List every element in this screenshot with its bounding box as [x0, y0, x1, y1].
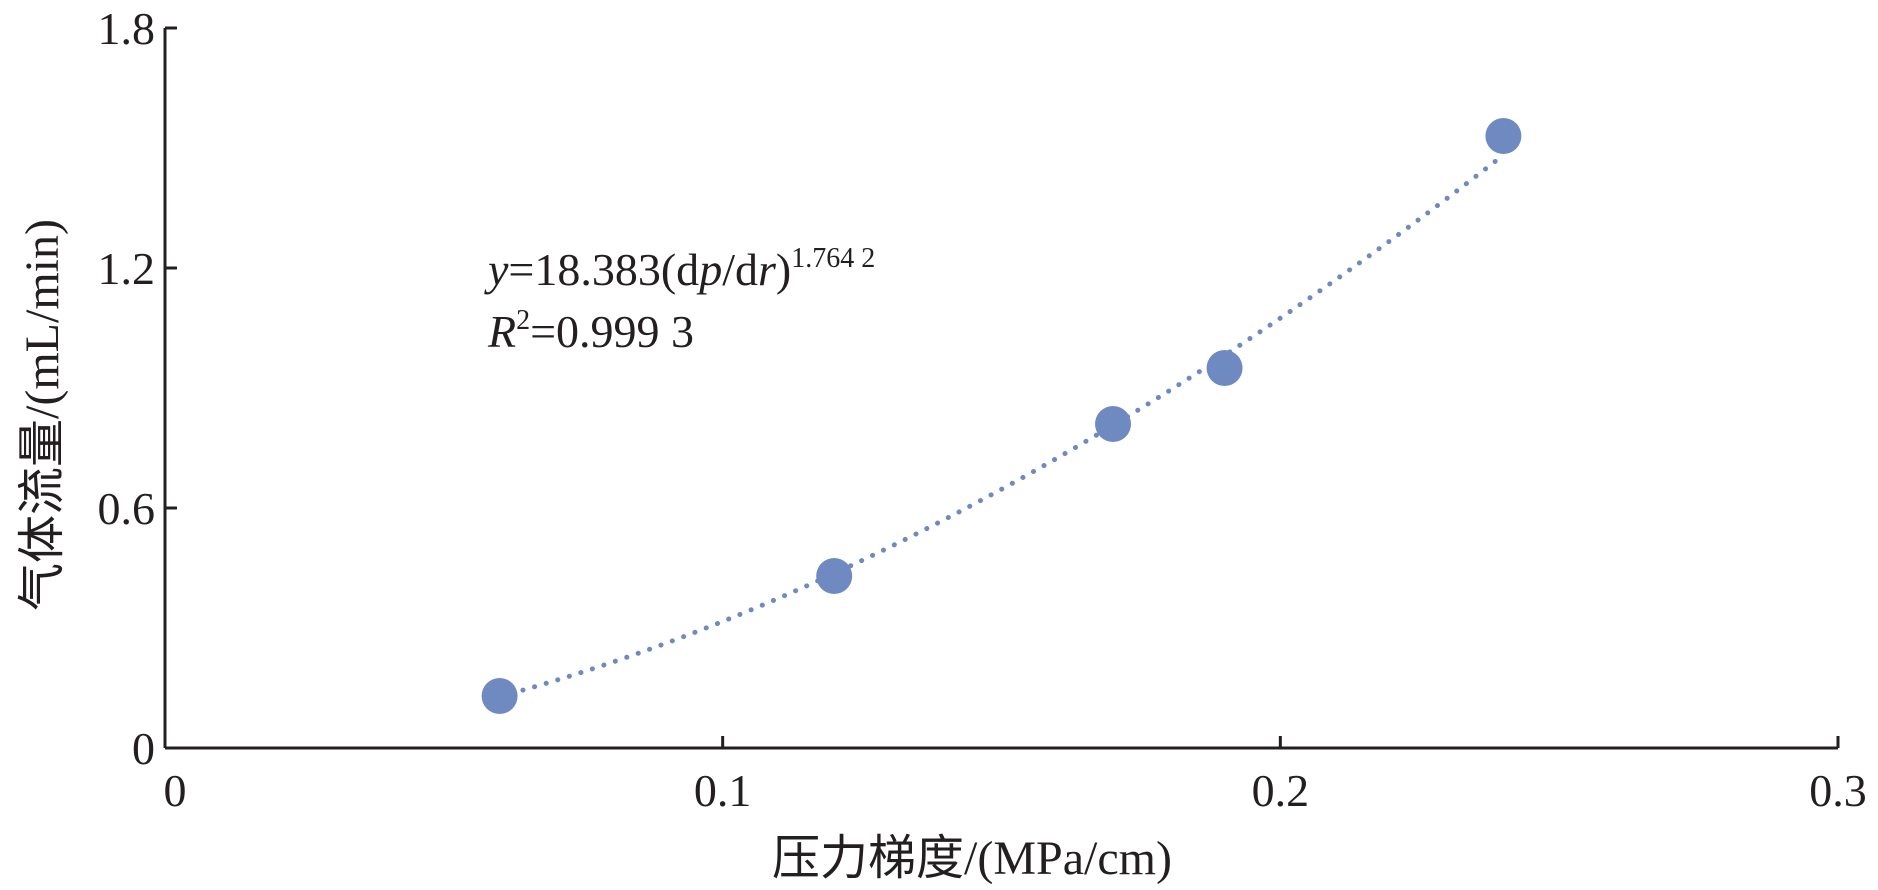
x-tick-label: 0.1 — [694, 765, 752, 816]
data-point — [816, 558, 853, 594]
y-tick-label: 0.6 — [98, 483, 156, 534]
r2-R: R — [487, 306, 516, 357]
data-point — [1485, 118, 1522, 154]
data-points — [481, 118, 1522, 714]
r2-value: =0.999 3 — [530, 306, 694, 357]
equation-exponent: 1.764 2 — [791, 243, 875, 274]
equation-body: =18.383(d — [508, 244, 699, 295]
x-tick-label: 0 — [164, 765, 187, 816]
y-axis-title: 气体流量/(mL/min) — [16, 219, 69, 611]
equation-slash-d: /d — [722, 244, 758, 295]
data-point — [481, 678, 518, 714]
ticks — [165, 26, 1840, 748]
y-tick-label: 0 — [132, 723, 155, 774]
x-tick-label: 0.2 — [1252, 765, 1310, 816]
equation-y: y — [484, 244, 509, 295]
fit-equation: y=18.383(dp/dr)1.764 2 — [484, 243, 875, 295]
x-tick-label: 0.3 — [1809, 765, 1867, 816]
axes — [163, 28, 1838, 750]
data-point — [1095, 406, 1132, 442]
equation-close: ) — [776, 244, 791, 295]
data-point — [1206, 350, 1243, 386]
equation-r: r — [758, 244, 777, 295]
x-axis-title: 压力梯度/(MPa/cm) — [772, 832, 1172, 885]
power-trendline — [497, 152, 1506, 700]
y-tick-label: 1.2 — [98, 243, 156, 294]
equation-p: p — [696, 244, 722, 295]
r2-superscript: 2 — [516, 305, 530, 336]
r-squared: R2=0.999 3 — [487, 305, 694, 357]
tick-labels: 0 0.1 0.2 0.3 0 0.6 1.2 1.8 — [98, 3, 1867, 816]
y-tick-label: 1.8 — [98, 3, 156, 54]
